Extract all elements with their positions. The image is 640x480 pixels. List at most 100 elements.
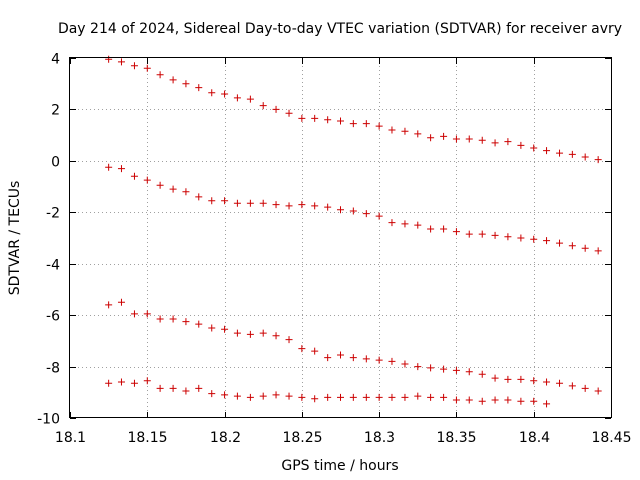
data-point bbox=[156, 315, 164, 323]
data-point bbox=[465, 135, 473, 143]
data-point bbox=[324, 393, 332, 401]
data-point bbox=[594, 387, 602, 395]
y-tick-label: -8 bbox=[46, 361, 60, 377]
data-point bbox=[208, 390, 216, 398]
data-point bbox=[478, 136, 486, 144]
data-point bbox=[362, 210, 370, 218]
data-point bbox=[130, 62, 138, 70]
data-point bbox=[105, 379, 113, 387]
data-point bbox=[117, 378, 125, 386]
data-point bbox=[401, 220, 409, 228]
data-point bbox=[143, 64, 151, 72]
data-point bbox=[568, 242, 576, 250]
y-tick-label: 2 bbox=[51, 103, 60, 119]
data-point bbox=[440, 365, 448, 373]
data-point bbox=[182, 387, 190, 395]
y-tick-label: 4 bbox=[51, 52, 60, 68]
x-tick-label: 18.15 bbox=[127, 430, 167, 446]
x-tick-label: 18.45 bbox=[591, 430, 631, 446]
y-tick-label: 0 bbox=[51, 155, 60, 171]
data-point bbox=[543, 237, 551, 245]
y-tick-label: -10 bbox=[37, 412, 60, 428]
data-point bbox=[465, 396, 473, 404]
data-point bbox=[375, 393, 383, 401]
data-point bbox=[401, 360, 409, 368]
data-point bbox=[440, 132, 448, 140]
data-point bbox=[259, 102, 267, 110]
data-point bbox=[259, 199, 267, 207]
data-point bbox=[169, 315, 177, 323]
x-tick-label: 18.3 bbox=[364, 430, 395, 446]
data-point bbox=[530, 235, 538, 243]
data-point bbox=[169, 76, 177, 84]
data-point bbox=[311, 114, 319, 122]
data-point bbox=[388, 357, 396, 365]
data-point bbox=[452, 228, 460, 236]
data-point bbox=[272, 105, 280, 113]
data-point bbox=[556, 379, 564, 387]
data-point bbox=[272, 391, 280, 399]
data-point bbox=[337, 117, 344, 125]
data-point bbox=[543, 378, 551, 386]
data-point bbox=[427, 364, 435, 372]
data-point bbox=[375, 356, 383, 364]
data-point bbox=[195, 384, 203, 392]
data-point bbox=[221, 325, 229, 333]
data-point bbox=[465, 368, 473, 376]
data-point bbox=[208, 89, 216, 97]
data-point bbox=[233, 199, 241, 207]
series-4 bbox=[105, 377, 551, 408]
data-point bbox=[285, 392, 293, 400]
x-tick-label: 18.25 bbox=[282, 430, 322, 446]
data-point bbox=[298, 201, 306, 209]
data-point bbox=[349, 120, 357, 128]
chart-title: Day 214 of 2024, Sidereal Day-to-day VTE… bbox=[58, 21, 622, 37]
data-point bbox=[556, 149, 564, 157]
data-point bbox=[221, 391, 229, 399]
data-point bbox=[130, 379, 138, 387]
data-point bbox=[504, 375, 512, 383]
data-point bbox=[491, 231, 499, 239]
series-3 bbox=[105, 298, 602, 395]
data-point bbox=[324, 203, 332, 211]
data-point bbox=[581, 384, 589, 392]
x-tick-label: 18.2 bbox=[210, 430, 241, 446]
data-point bbox=[530, 377, 538, 385]
data-point bbox=[117, 58, 125, 66]
data-point bbox=[311, 395, 319, 403]
data-point bbox=[246, 199, 254, 207]
data-point bbox=[208, 197, 216, 205]
data-point bbox=[530, 397, 538, 405]
data-point bbox=[388, 126, 396, 134]
data-point bbox=[452, 396, 460, 404]
data-point bbox=[362, 393, 370, 401]
data-point bbox=[195, 320, 203, 328]
data-point bbox=[504, 138, 512, 146]
data-point bbox=[543, 147, 551, 155]
data-point bbox=[156, 71, 164, 79]
data-point bbox=[349, 354, 357, 362]
data-point bbox=[169, 185, 177, 193]
data-point bbox=[208, 324, 216, 332]
data-point bbox=[246, 330, 254, 338]
data-point bbox=[504, 396, 512, 404]
data-point bbox=[182, 318, 190, 326]
data-point bbox=[517, 397, 525, 405]
data-point bbox=[401, 393, 409, 401]
data-point bbox=[414, 221, 422, 229]
data-point bbox=[427, 134, 435, 142]
x-tick-label: 18.35 bbox=[436, 430, 476, 446]
data-point bbox=[156, 384, 164, 392]
data-points bbox=[105, 55, 602, 408]
x-tick-label: 18.1 bbox=[55, 430, 86, 446]
data-point bbox=[233, 392, 241, 400]
data-point bbox=[182, 80, 190, 88]
data-point bbox=[440, 225, 448, 233]
data-point bbox=[195, 193, 203, 201]
y-tick-label: -6 bbox=[46, 309, 60, 325]
data-point bbox=[427, 393, 435, 401]
data-point bbox=[440, 393, 448, 401]
data-point bbox=[311, 202, 319, 210]
